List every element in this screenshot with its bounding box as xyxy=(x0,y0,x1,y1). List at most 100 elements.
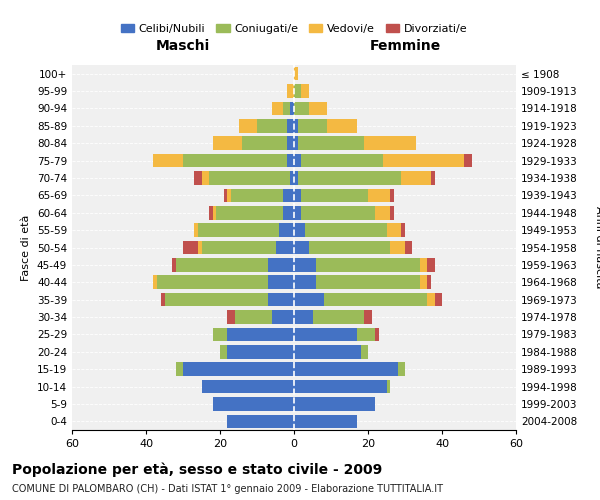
Bar xyxy=(294,206,301,220)
Text: Popolazione per età, sesso e stato civile - 2009: Popolazione per età, sesso e stato civil… xyxy=(12,462,382,477)
Bar xyxy=(209,206,212,220)
Bar xyxy=(386,380,390,394)
Bar xyxy=(390,206,394,220)
Bar xyxy=(227,188,231,202)
Bar xyxy=(323,293,427,306)
Bar xyxy=(212,397,294,410)
Bar xyxy=(183,362,294,376)
Bar xyxy=(268,276,294,289)
Bar xyxy=(287,136,294,150)
Bar xyxy=(427,276,431,289)
Bar xyxy=(164,293,268,306)
Bar xyxy=(212,206,217,220)
Bar xyxy=(420,258,427,272)
Bar xyxy=(194,224,198,237)
Bar xyxy=(301,84,309,98)
Text: COMUNE DI PALOMBARO (CH) - Dati ISTAT 1° gennaio 2009 - Elaborazione TUTTITALIA.: COMUNE DI PALOMBARO (CH) - Dati ISTAT 1°… xyxy=(12,484,443,494)
Bar xyxy=(294,224,305,237)
Bar xyxy=(294,328,357,341)
Bar xyxy=(301,206,376,220)
Bar xyxy=(209,171,290,185)
Bar xyxy=(309,240,390,254)
Bar xyxy=(294,258,316,272)
Bar xyxy=(298,136,364,150)
Bar xyxy=(227,328,294,341)
Y-axis label: Anni di nascita: Anni di nascita xyxy=(594,206,600,289)
Bar xyxy=(154,154,183,168)
Bar xyxy=(313,310,364,324)
Bar xyxy=(227,345,294,358)
Bar xyxy=(202,240,275,254)
Bar xyxy=(376,206,390,220)
Bar xyxy=(194,171,202,185)
Bar xyxy=(198,224,279,237)
Bar xyxy=(287,119,294,132)
Bar xyxy=(268,293,294,306)
Bar xyxy=(294,414,357,428)
Bar xyxy=(290,102,294,115)
Bar xyxy=(224,188,227,202)
Bar xyxy=(272,102,283,115)
Bar xyxy=(294,136,298,150)
Bar xyxy=(328,119,357,132)
Bar xyxy=(294,345,361,358)
Bar xyxy=(287,154,294,168)
Bar xyxy=(376,328,379,341)
Bar xyxy=(294,240,309,254)
Bar xyxy=(183,240,198,254)
Bar xyxy=(294,84,301,98)
Bar xyxy=(242,136,287,150)
Bar xyxy=(198,240,202,254)
Y-axis label: Fasce di età: Fasce di età xyxy=(22,214,31,280)
Bar xyxy=(420,276,427,289)
Bar xyxy=(390,240,405,254)
Bar xyxy=(294,154,301,168)
Bar xyxy=(172,258,176,272)
Bar xyxy=(235,310,272,324)
Bar xyxy=(231,188,283,202)
Bar xyxy=(161,293,164,306)
Bar xyxy=(316,276,420,289)
Bar xyxy=(294,171,298,185)
Bar xyxy=(301,154,383,168)
Bar xyxy=(368,188,390,202)
Bar xyxy=(294,310,313,324)
Bar xyxy=(290,171,294,185)
Bar xyxy=(357,328,376,341)
Text: Femmine: Femmine xyxy=(370,39,440,53)
Legend: Celibi/Nubili, Coniugati/e, Vedovi/e, Divorziati/e: Celibi/Nubili, Coniugati/e, Vedovi/e, Di… xyxy=(116,20,472,38)
Bar xyxy=(316,258,420,272)
Bar xyxy=(383,154,464,168)
Bar xyxy=(227,414,294,428)
Bar xyxy=(464,154,472,168)
Bar xyxy=(294,188,301,202)
Bar xyxy=(294,119,298,132)
Bar xyxy=(309,102,328,115)
Bar xyxy=(176,362,183,376)
Bar xyxy=(283,102,290,115)
Bar xyxy=(257,119,287,132)
Bar xyxy=(301,188,368,202)
Bar xyxy=(279,224,294,237)
Bar xyxy=(272,310,294,324)
Bar xyxy=(183,154,287,168)
Bar xyxy=(294,67,298,80)
Bar xyxy=(361,345,368,358)
Bar xyxy=(294,362,398,376)
Bar xyxy=(268,258,294,272)
Bar xyxy=(305,224,386,237)
Bar xyxy=(427,293,434,306)
Bar xyxy=(202,171,209,185)
Bar xyxy=(294,102,309,115)
Bar xyxy=(398,362,405,376)
Bar xyxy=(390,188,394,202)
Text: Maschi: Maschi xyxy=(156,39,210,53)
Bar xyxy=(294,397,376,410)
Bar xyxy=(386,224,401,237)
Bar xyxy=(294,380,386,394)
Bar xyxy=(364,310,372,324)
Bar xyxy=(216,206,283,220)
Bar xyxy=(239,119,257,132)
Bar xyxy=(220,345,227,358)
Bar xyxy=(364,136,416,150)
